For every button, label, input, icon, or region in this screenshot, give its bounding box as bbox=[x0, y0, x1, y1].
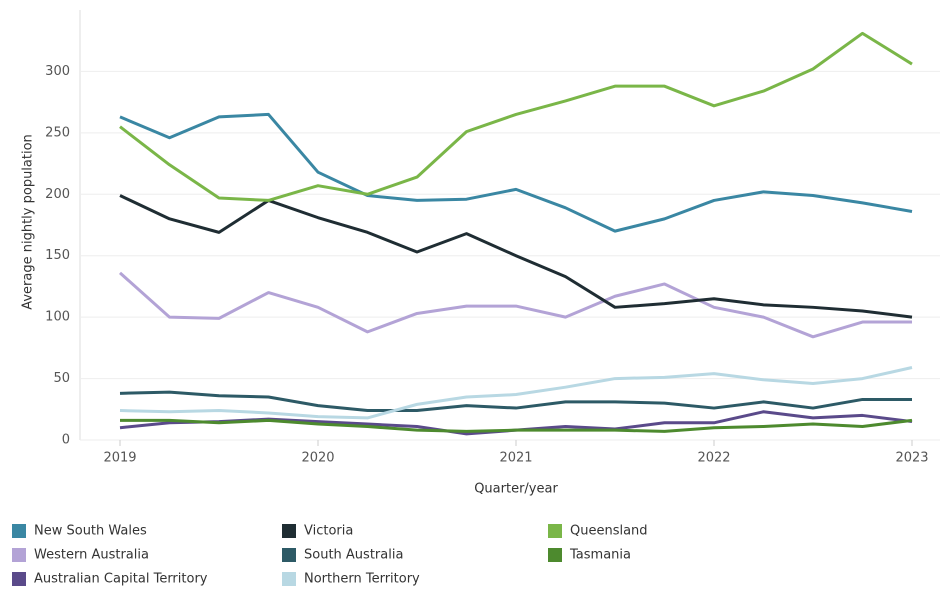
y-tick-label: 50 bbox=[53, 371, 70, 386]
y-tick-label: 0 bbox=[62, 433, 70, 448]
y-tick-label: 150 bbox=[45, 248, 70, 263]
legend-swatch bbox=[282, 572, 296, 586]
y-tick-label: 200 bbox=[45, 187, 70, 202]
x-axis-label: Quarter/year bbox=[474, 482, 558, 497]
x-tick-label: 2021 bbox=[499, 451, 532, 466]
series-line bbox=[119, 366, 913, 420]
series-line bbox=[120, 418, 913, 433]
series-line bbox=[119, 112, 913, 233]
legend-label: Northern Territory bbox=[304, 572, 420, 587]
series-line bbox=[119, 31, 913, 202]
x-tick-label: 2022 bbox=[697, 451, 730, 466]
legend-label: Australian Capital Territory bbox=[34, 572, 208, 587]
y-tick-label: 300 bbox=[45, 64, 70, 79]
series-line bbox=[119, 390, 912, 413]
legend-swatch bbox=[548, 524, 562, 538]
legend-label: Tasmania bbox=[569, 548, 631, 563]
legend-label: South Australia bbox=[304, 548, 403, 563]
legend-swatch bbox=[282, 524, 296, 538]
legend-swatch bbox=[12, 524, 26, 538]
series-line bbox=[119, 194, 913, 319]
legend-label: New South Wales bbox=[34, 524, 147, 539]
legend-swatch bbox=[282, 548, 296, 562]
series-line bbox=[119, 271, 912, 339]
y-tick-label: 250 bbox=[45, 125, 70, 140]
x-tick-label: 2020 bbox=[301, 451, 334, 466]
legend-swatch bbox=[548, 548, 562, 562]
legend-swatch bbox=[12, 548, 26, 562]
x-tick-label: 2023 bbox=[895, 451, 928, 466]
y-axis-label: Average nightly population bbox=[21, 134, 36, 310]
legend-label: Victoria bbox=[304, 524, 353, 539]
y-tick-label: 100 bbox=[45, 310, 70, 325]
legend-label: Western Australia bbox=[34, 548, 149, 563]
legend-label: Queensland bbox=[570, 524, 648, 539]
x-tick-label: 2019 bbox=[103, 451, 136, 466]
legend-swatch bbox=[12, 572, 26, 586]
